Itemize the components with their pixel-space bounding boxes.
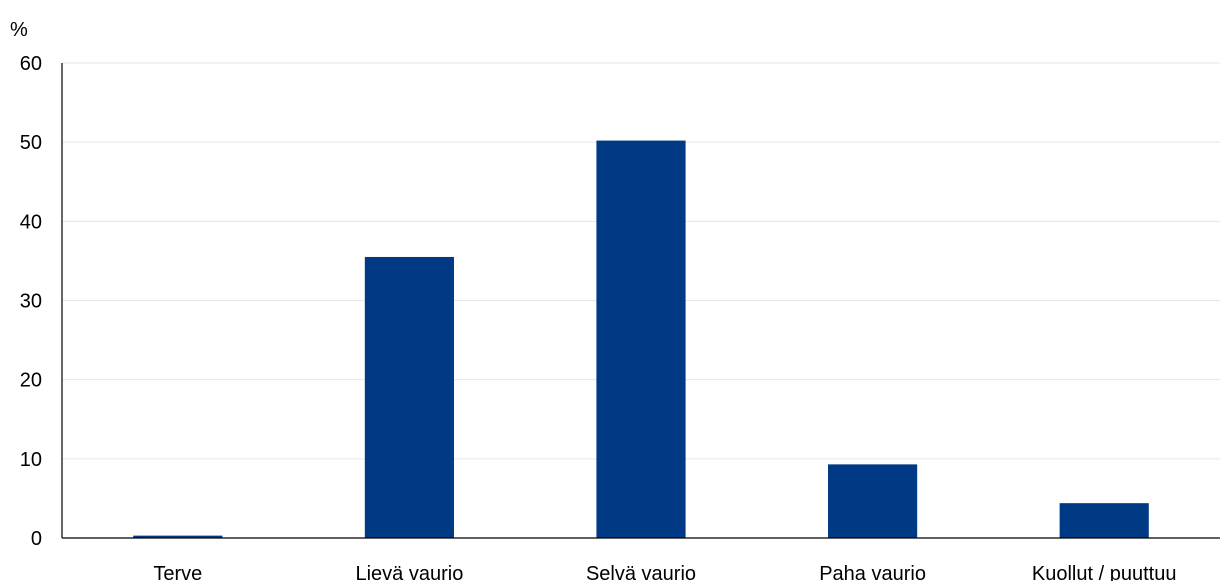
- y-tick-label: 60: [20, 53, 42, 75]
- y-axis-unit-label: %: [10, 19, 28, 41]
- y-tick-label: 40: [20, 211, 42, 233]
- y-tick-label: 20: [20, 370, 42, 392]
- x-category-label: Kuollut / puuttuu: [1032, 563, 1177, 581]
- bar: [1060, 503, 1149, 538]
- y-tick-label: 10: [20, 449, 42, 471]
- x-category-label: Lievä vaurio: [355, 563, 463, 581]
- x-category-labels: Terve Lievä vaurio Selvä vaurio Paha vaurio…: [153, 563, 1176, 581]
- bar: [828, 464, 917, 538]
- x-category-label: Paha vaurio: [819, 563, 926, 581]
- y-tick-label: 50: [20, 132, 42, 154]
- x-category-label: Terve: [153, 563, 202, 581]
- y-tick-label: 0: [31, 528, 42, 550]
- bar: [596, 141, 685, 538]
- y-tick-label: 30: [20, 291, 42, 313]
- bar: [365, 257, 454, 538]
- x-category-label: Selvä vaurio: [586, 563, 696, 581]
- bars: [133, 141, 1149, 538]
- y-tick-labels: 0 10 20 30 40 50 60: [20, 53, 42, 550]
